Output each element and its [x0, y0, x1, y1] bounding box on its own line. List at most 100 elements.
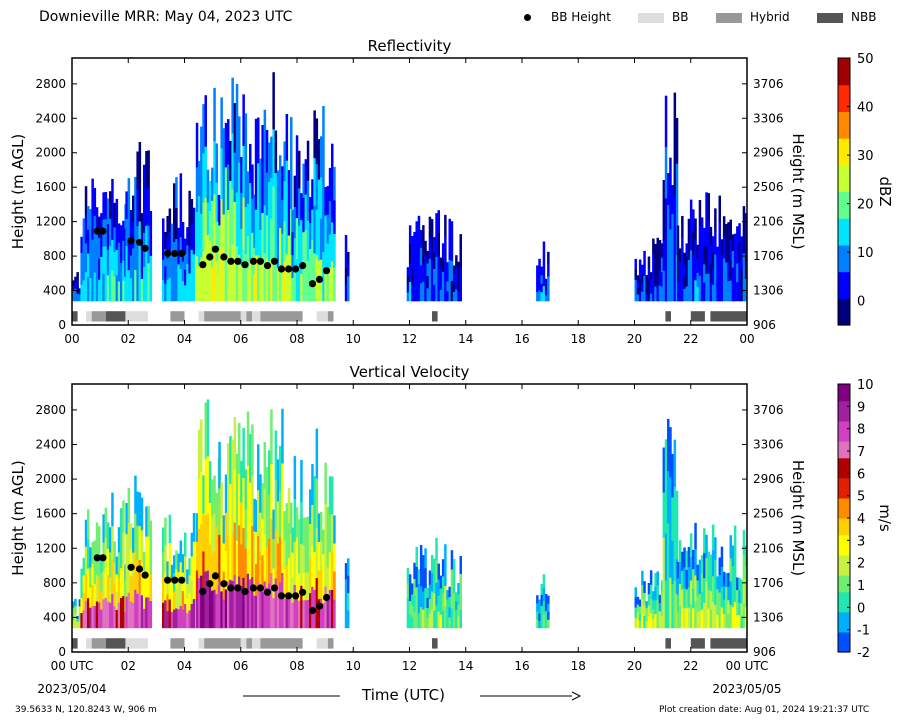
echo-cell: [164, 232, 167, 250]
colorbar-cell: [838, 78, 850, 82]
colorbar-tick-label: 0: [857, 295, 865, 310]
echo-cell: [240, 192, 243, 230]
echo-cell: [190, 556, 194, 581]
echo-segment: [344, 235, 350, 302]
echo-cell: [242, 94, 245, 147]
echo-cell: [660, 243, 664, 259]
colorbar-cell: [838, 178, 850, 183]
echo-cell: [643, 250, 646, 264]
colorbar-tick-label: 9: [857, 400, 865, 415]
echo-cell: [138, 526, 142, 561]
arrowhead-icon: [571, 691, 582, 701]
echo-cell: [298, 225, 301, 264]
echo-cell: [134, 589, 137, 629]
echo-cell: [433, 284, 436, 302]
echo-cell: [290, 209, 293, 256]
echo-cell: [291, 552, 294, 579]
echo-cell: [641, 570, 644, 586]
echo-cell: [683, 276, 686, 290]
echo-cell: [134, 551, 137, 591]
colorbar-cell: [838, 484, 850, 489]
echo-cell: [306, 600, 310, 629]
colorbar-cell: [838, 271, 850, 276]
echo-cell: [132, 602, 135, 629]
echo-cell: [333, 571, 336, 601]
echo-cell: [192, 570, 196, 600]
bb-height-point: [234, 257, 242, 265]
echo-cell: [195, 211, 199, 257]
echo-cell: [424, 270, 427, 287]
echo-cell: [428, 613, 432, 629]
echo-cell: [707, 220, 710, 248]
echo-cell: [78, 606, 82, 614]
echo-cell: [428, 570, 432, 586]
echo-cell: [285, 254, 289, 302]
echo-cell: [100, 278, 103, 302]
echo-cell: [206, 235, 210, 269]
echo-cell: [408, 282, 412, 302]
echo-cell: [331, 222, 334, 262]
echo-cell: [175, 269, 178, 302]
bb-type-bb: [198, 311, 205, 322]
x-tick-label: 10: [346, 659, 361, 673]
echo-cell: [213, 513, 216, 553]
echo-cell: [106, 224, 110, 251]
echo-cell: [714, 605, 717, 629]
y-tick-label: 2400: [35, 111, 66, 125]
echo-cell: [542, 256, 546, 272]
echo-cell: [441, 610, 445, 629]
echo-cell: [259, 229, 262, 266]
echo-cell: [291, 602, 294, 629]
echo-cell: [636, 281, 640, 289]
echo-cell: [538, 613, 541, 622]
echo-cell: [540, 616, 543, 629]
echo-cell: [202, 153, 205, 203]
echo-cell: [729, 604, 732, 629]
echo-cell: [254, 118, 258, 165]
echo-cell: [450, 608, 454, 629]
echo-cell: [295, 135, 299, 178]
echo-cell: [729, 535, 732, 559]
echo-cell: [220, 555, 223, 592]
echo-cell: [720, 607, 724, 629]
echo-cell: [446, 281, 449, 292]
echo-cell: [109, 273, 112, 302]
echo-cell: [145, 263, 148, 302]
bb-height-point: [256, 584, 264, 592]
echo-cell: [426, 597, 429, 609]
echo-cell: [689, 556, 693, 581]
echo-cell: [143, 164, 146, 200]
colorbar-cell: [838, 268, 850, 273]
echo-cell: [82, 239, 86, 260]
echo-cell: [736, 577, 739, 591]
echo-segment: [125, 475, 153, 629]
colorbar-cell: [838, 447, 850, 452]
echo-field: [72, 399, 748, 629]
y-tick-label: 400: [43, 284, 66, 298]
colorbar-cell: [838, 457, 850, 462]
bb-height-point: [141, 571, 149, 579]
colorbar-cell: [838, 588, 850, 593]
echo-cell: [261, 125, 264, 170]
echo-cell: [120, 225, 123, 245]
bb-type-nbb: [72, 311, 78, 322]
echo-cell: [694, 575, 697, 602]
echo-cell: [439, 257, 443, 269]
bb-height-point: [199, 261, 207, 269]
echo-cell: [311, 545, 314, 588]
echo-cell: [181, 261, 185, 282]
echo-cell: [290, 596, 293, 629]
echo-cell: [671, 497, 674, 542]
echo-cell: [215, 261, 218, 302]
echo-cell: [309, 197, 312, 224]
echo-cell: [306, 140, 310, 182]
echo-cell: [725, 223, 728, 244]
echo-cell: [738, 577, 741, 591]
colorbar-cell: [838, 228, 850, 233]
echo-cell: [731, 267, 735, 285]
echo-cell: [675, 163, 679, 210]
bb-height-point: [263, 262, 272, 270]
echo-cell: [736, 226, 739, 246]
echo-cell: [138, 142, 142, 183]
echo-cell: [168, 543, 172, 572]
